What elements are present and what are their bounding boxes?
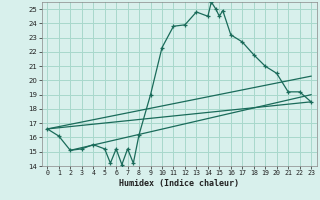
X-axis label: Humidex (Indice chaleur): Humidex (Indice chaleur) — [119, 179, 239, 188]
